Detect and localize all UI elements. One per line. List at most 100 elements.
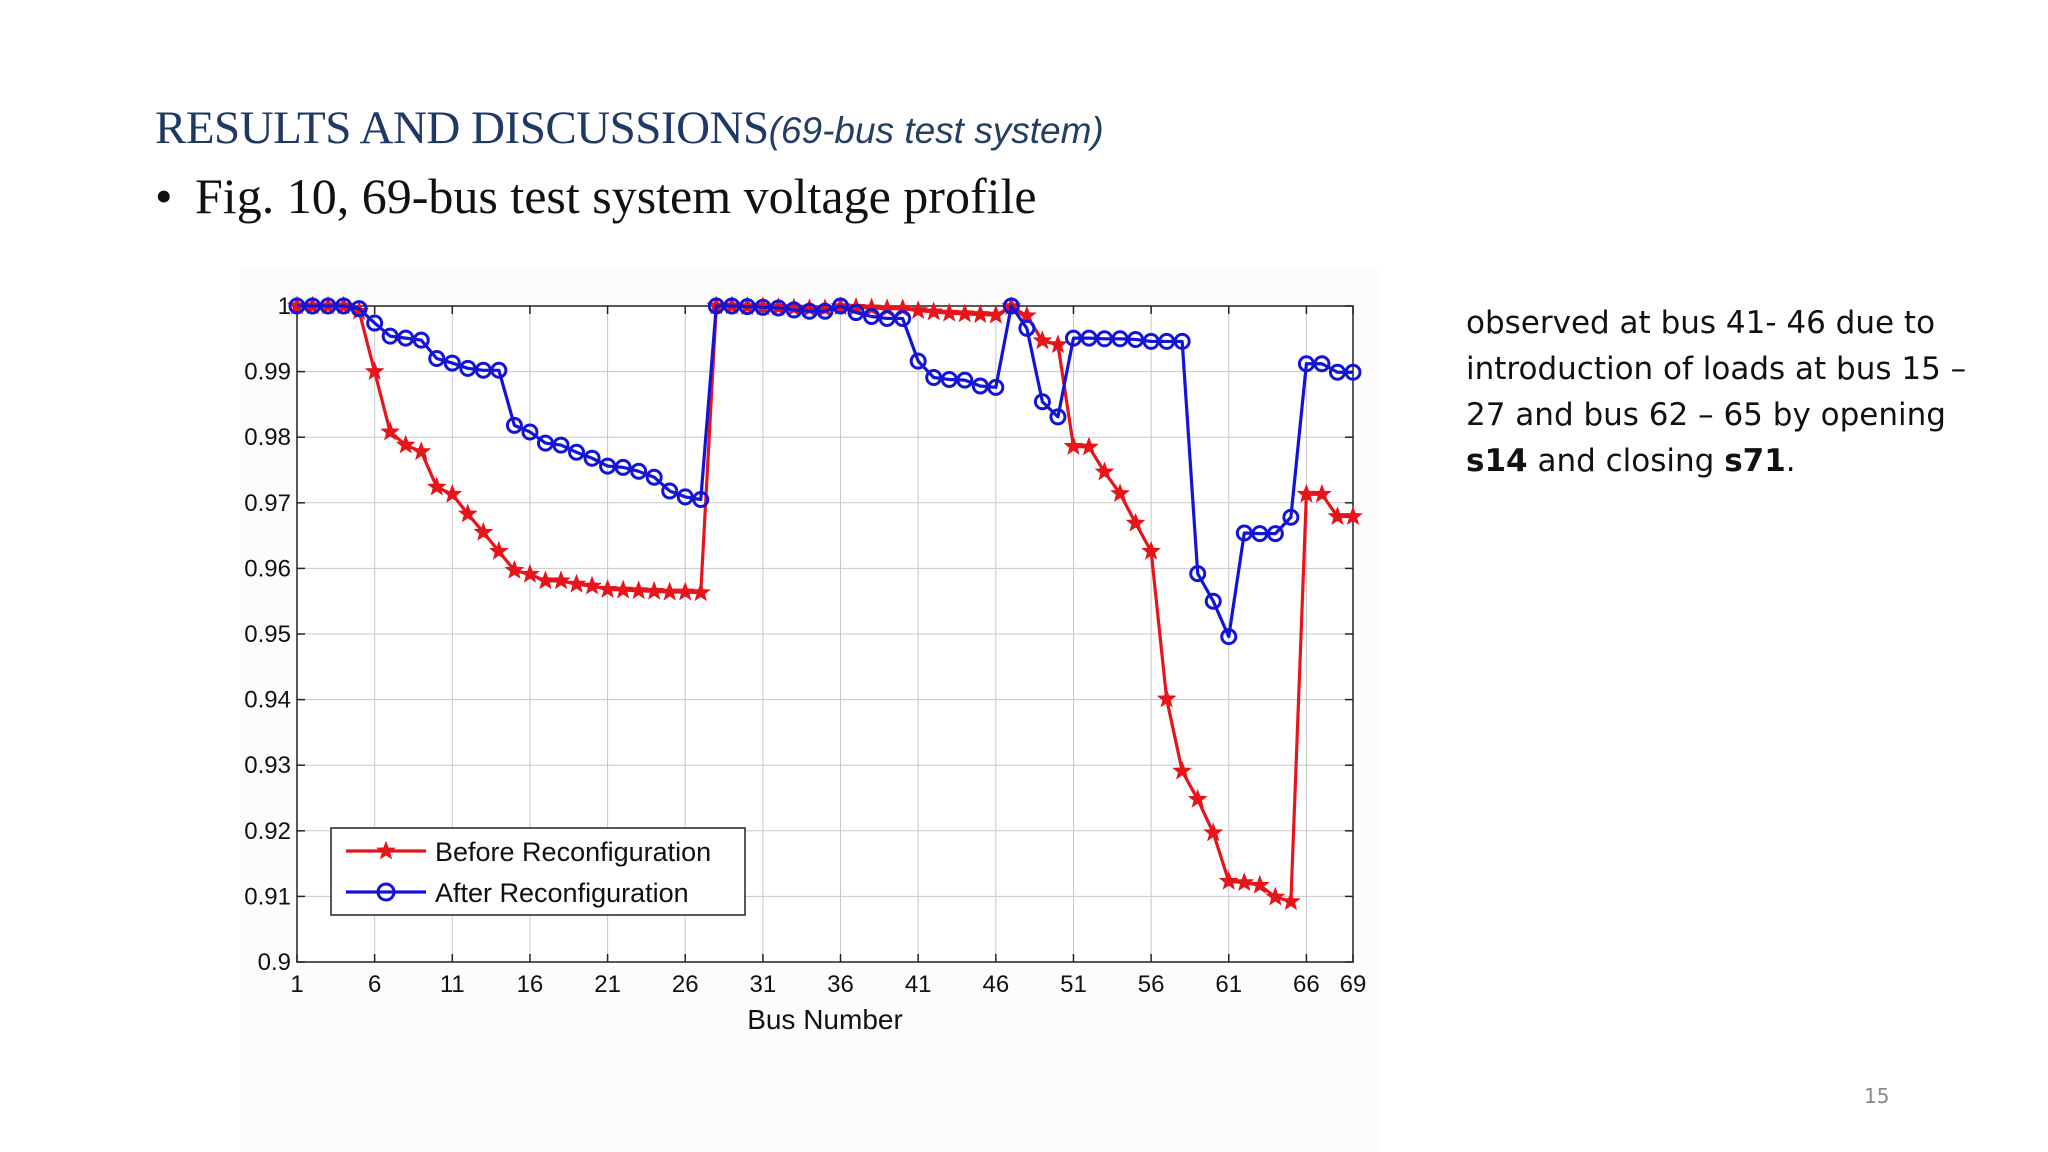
data-point-circle (568, 443, 586, 461)
data-point-star (628, 580, 649, 600)
data-point-circle (1142, 332, 1160, 350)
data-point-star (597, 578, 618, 598)
data-point-circle (599, 457, 617, 475)
data-point-circle (630, 462, 648, 480)
data-point-circle (304, 297, 322, 315)
data-point-circle (536, 434, 554, 452)
data-point-circle (1344, 363, 1362, 381)
data-point-circle (785, 301, 803, 319)
x-tick-label: 46 (982, 971, 1009, 998)
data-point-circle (1127, 330, 1145, 348)
data-point-circle (1235, 524, 1253, 542)
data-point-circle (1173, 332, 1191, 350)
voltage-profile-chart: 1 6 11 16 21 26 31 36 41 46 51 56 61 66 690.90.910.920… (244, 293, 1367, 1035)
data-point-circle (1282, 508, 1300, 526)
x-tick-label: 6 (368, 971, 381, 998)
slide-title: RESULTS AND DISCUSSIONS(69-bus test syst… (155, 100, 1104, 159)
data-point-star (1048, 334, 1068, 354)
data-point-circle (1018, 319, 1036, 337)
x-tick-label: 31 (750, 971, 777, 998)
data-point-star (1125, 512, 1146, 532)
data-point-star (426, 476, 447, 496)
data-point-circle (1266, 525, 1284, 543)
x-tick-label: 51 (1060, 971, 1087, 998)
data-point-star (1172, 760, 1193, 780)
data-point-circle (707, 297, 725, 315)
data-point-circle (940, 370, 958, 388)
data-point-circle (1251, 525, 1269, 543)
data-point-star (861, 297, 882, 317)
data-point-circle (925, 369, 943, 387)
data-point-circle (319, 297, 337, 315)
data-point-circle (583, 449, 601, 467)
data-point-star (473, 521, 494, 541)
y-tick-label: 0.97 (244, 490, 291, 517)
data-point-circle (661, 482, 679, 500)
side-note-switch-close: s71 (1724, 443, 1786, 479)
data-point-star (690, 582, 711, 602)
data-point-circle (1049, 408, 1067, 426)
x-tick-label: 61 (1215, 971, 1242, 998)
data-point-circle (443, 354, 461, 372)
data-point-circle (1313, 355, 1331, 373)
data-point-circle (645, 468, 663, 486)
data-point-star (1234, 872, 1255, 892)
legend: Before Reconfiguration After Reconfigurat… (330, 827, 746, 916)
data-point-star (908, 300, 929, 320)
data-point-star (613, 579, 634, 599)
legend-swatch-marker (376, 882, 396, 902)
data-point-star (1032, 330, 1053, 350)
data-point-circle (1111, 330, 1129, 348)
series-line (297, 304, 1353, 639)
data-point-circle (397, 329, 415, 347)
data-point-star (504, 559, 525, 579)
side-note-switch-open: s14 (1466, 443, 1528, 479)
y-tick-label: 0.98 (244, 424, 291, 451)
data-point-circle (956, 371, 974, 389)
slide-title-main: RESULTS AND DISCUSSIONS (155, 102, 769, 154)
data-point-star (1218, 870, 1239, 890)
figure-caption: Fig. 10, 69-bus test system voltage prof… (195, 168, 1037, 224)
data-point-circle (335, 297, 353, 315)
data-point-circle (878, 309, 896, 327)
data-point-circle (1158, 332, 1176, 350)
series-after-reconfiguration (288, 297, 1362, 646)
data-point-circle (738, 298, 756, 316)
data-point-circle (350, 300, 368, 318)
data-point-circle (490, 361, 508, 379)
side-note: observed at bus 41- 46 due to introducti… (1466, 300, 2006, 484)
data-point-star (675, 581, 696, 601)
x-axis-label: Bus Number (747, 1004, 903, 1035)
data-point-circle (847, 304, 865, 322)
data-point-circle (754, 298, 772, 316)
data-point-star (1016, 305, 1037, 325)
data-point-circle (521, 423, 539, 441)
data-point-star (442, 483, 463, 503)
x-tick-label: 11 (440, 971, 465, 998)
legend-label: After Reconfiguration (435, 878, 689, 908)
data-point-star (551, 570, 571, 590)
data-point-circle (863, 307, 881, 325)
data-point-star (1249, 874, 1270, 894)
data-point-star (376, 840, 396, 860)
data-point-circle (676, 488, 694, 506)
data-point-star (1079, 436, 1099, 456)
data-point-circle (366, 314, 384, 332)
data-point-circle (428, 349, 446, 367)
data-point-circle (1189, 565, 1207, 583)
data-point-star (395, 434, 416, 454)
data-point-circle (1204, 592, 1222, 610)
x-tick-label: 69 (1340, 971, 1367, 998)
data-point-star (1156, 688, 1177, 708)
data-point-circle (288, 297, 306, 315)
data-point-circle (832, 297, 850, 315)
data-point-star (970, 304, 991, 323)
data-point-star (1312, 483, 1332, 503)
side-note-text-3: . (1785, 443, 1796, 479)
data-point-star (1265, 886, 1286, 906)
data-point-circle (894, 309, 912, 327)
data-point-circle (1220, 628, 1238, 646)
data-point-circle (1033, 393, 1051, 411)
x-tick-label: 56 (1138, 971, 1165, 998)
x-tick-label: 41 (905, 971, 932, 998)
